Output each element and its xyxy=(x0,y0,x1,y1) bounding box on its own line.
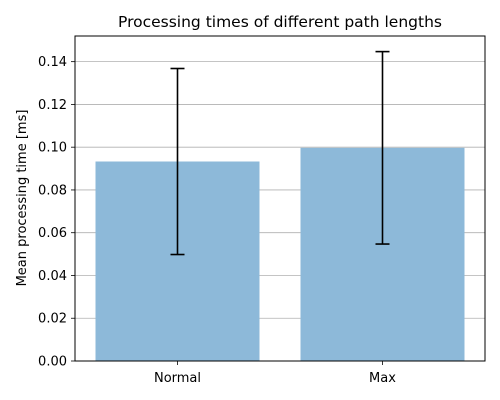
error-bars xyxy=(170,50,390,256)
x-tick-label: Max xyxy=(369,371,396,386)
x-tick-label: Normal xyxy=(154,371,201,386)
y-axis-label: Mean processing time [ms] xyxy=(15,110,30,287)
y-tick-label: 0.10 xyxy=(38,141,67,156)
y-tick-label: 0.14 xyxy=(38,55,67,70)
chart-title: Processing times of different path lengt… xyxy=(118,13,442,31)
bars xyxy=(95,147,465,361)
y-tick-label: 0.04 xyxy=(38,269,67,284)
plot-area-frame xyxy=(74,35,486,362)
y-tick-label: 0.06 xyxy=(38,226,67,241)
y-tick-label: 0.00 xyxy=(38,355,67,370)
y-axis-ticks: 0.00 0.02 0.04 0.06 0.08 0.10 0.12 0.14 xyxy=(38,55,75,370)
y-tick-label: 0.02 xyxy=(38,312,67,327)
y-tick-label: 0.08 xyxy=(38,183,67,198)
y-tick-label: 0.12 xyxy=(38,98,67,113)
x-axis-ticks: Normal Max xyxy=(154,361,396,386)
